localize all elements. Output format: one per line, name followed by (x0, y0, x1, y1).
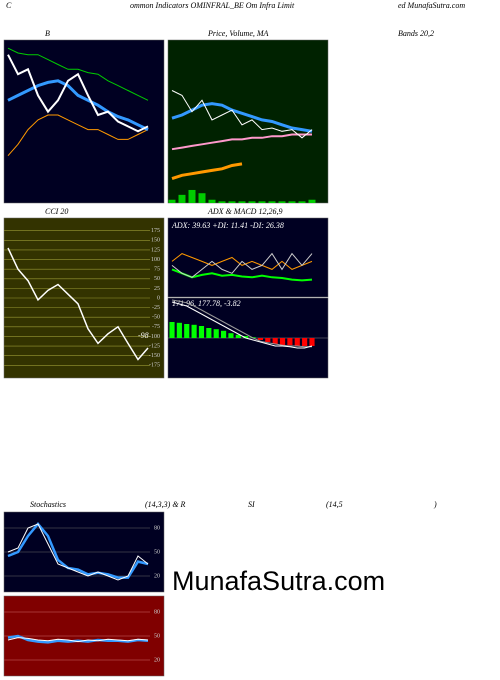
series-line (171, 90, 313, 139)
bar (288, 201, 296, 203)
bar (176, 322, 182, 338)
y-tick-label: -75 (152, 324, 160, 330)
y-tick-label: 20 (154, 573, 160, 579)
panel-title: ADX: 39.63 +DI: 11.41 -DI: 26.38 (171, 221, 284, 230)
y-tick-label: -25 (152, 305, 160, 311)
bar (184, 324, 190, 338)
bar (258, 201, 266, 203)
bar (178, 194, 186, 203)
y-tick-label: -100 (149, 334, 160, 340)
y-tick-label: 50 (154, 549, 160, 555)
series-line (171, 268, 313, 282)
y-tick-label: 125 (151, 247, 160, 253)
series-line (171, 301, 313, 349)
bar (279, 338, 286, 346)
bar (287, 338, 293, 346)
bar (208, 199, 216, 203)
annotation: -98 (138, 331, 149, 340)
series-line (171, 162, 243, 181)
panel-title: (14,5 (326, 500, 343, 509)
panel-title: ) (433, 500, 437, 509)
y-tick-label: 80 (154, 525, 160, 531)
bar (238, 201, 246, 203)
panel-title: 171.96, 177.78, -3.82 (172, 299, 241, 308)
bar (169, 322, 175, 338)
panel-title: SI (248, 500, 255, 509)
y-tick-label: 150 (151, 238, 160, 244)
y-tick-label: -125 (149, 343, 160, 349)
y-tick-label: 175 (151, 228, 160, 234)
series-line (7, 247, 149, 361)
panel-title: B (45, 29, 50, 38)
bar (268, 201, 276, 203)
bar (191, 324, 197, 338)
panel-title: CCI 20 (45, 207, 68, 216)
header-site: ed MunafaSutra.com (398, 1, 465, 10)
bar (228, 333, 234, 338)
bar (302, 338, 308, 346)
bar (308, 199, 316, 203)
header-title: ommon Indicators OMINFRAL_BE Om Infra Li… (130, 1, 295, 10)
panel-title: Stochastics (30, 500, 66, 509)
y-tick-label: 25 (154, 286, 160, 292)
bar (218, 201, 226, 203)
panel (167, 217, 329, 298)
series-line (7, 523, 149, 581)
bar (265, 338, 271, 342)
bar (257, 338, 263, 340)
series-line (171, 253, 313, 270)
bar (243, 336, 249, 338)
series-line (7, 47, 149, 101)
series-line (7, 637, 149, 643)
series-line (171, 299, 312, 348)
y-tick-label: 80 (154, 609, 160, 615)
y-tick-label: -150 (149, 353, 160, 359)
panel (3, 39, 165, 204)
series-line (7, 54, 149, 133)
series-line (7, 114, 149, 157)
series-line (171, 252, 313, 278)
y-tick-label: 0 (157, 295, 160, 301)
bar (206, 328, 212, 338)
header-prefix: C (6, 1, 12, 10)
bar (272, 338, 278, 344)
y-tick-label: 50 (154, 633, 160, 639)
y-tick-label: 100 (151, 257, 160, 263)
series-line (7, 79, 149, 131)
y-tick-label: 50 (154, 276, 160, 282)
y-tick-label: 20 (154, 657, 160, 663)
bar (235, 334, 241, 338)
watermark: MunafaSutra.com (172, 566, 385, 596)
bar (188, 189, 196, 203)
bar (213, 329, 219, 338)
bar (309, 338, 315, 346)
panel-title: (14,3,3) & R (145, 500, 186, 509)
series-line (171, 133, 312, 151)
bar (278, 201, 286, 203)
bar (294, 338, 300, 346)
series-line (7, 634, 149, 644)
bar (298, 201, 306, 203)
bar (168, 199, 176, 203)
panel-title: Price, Volume, MA (207, 29, 269, 38)
bar (221, 330, 227, 338)
y-tick-label: -175 (149, 363, 160, 369)
bar (248, 201, 256, 203)
y-tick-label: 75 (154, 267, 160, 273)
y-tick-label: -50 (152, 315, 160, 321)
panel-title: ADX & MACD 12,26,9 (207, 207, 282, 216)
bar (228, 201, 236, 203)
panel-title: Bands 20,2 (398, 29, 434, 38)
bar (198, 193, 206, 203)
bar (198, 326, 205, 338)
